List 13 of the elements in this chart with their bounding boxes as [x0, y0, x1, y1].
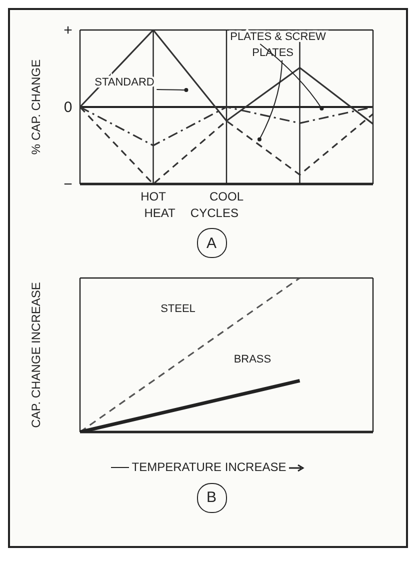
x-tick-label: HOT	[140, 190, 167, 204]
x-tick-label: COOL	[209, 190, 244, 204]
series-label: BRASS	[234, 354, 272, 366]
text: −	[64, 176, 73, 193]
text: STEEL	[160, 302, 196, 315]
text: 0	[64, 99, 72, 116]
y-axis-title: CAP. CHANGE INCREASE	[29, 282, 43, 428]
circle-outline: B	[196, 482, 226, 513]
x-axis-title: HEAT CYCLES	[144, 206, 238, 220]
y-axis-title: % CAP. CHANGE	[29, 59, 43, 155]
x-axis-title: TEMPERATURE INCREASE	[132, 460, 286, 474]
text: +	[64, 22, 73, 39]
circle-outline: A	[196, 228, 226, 258]
